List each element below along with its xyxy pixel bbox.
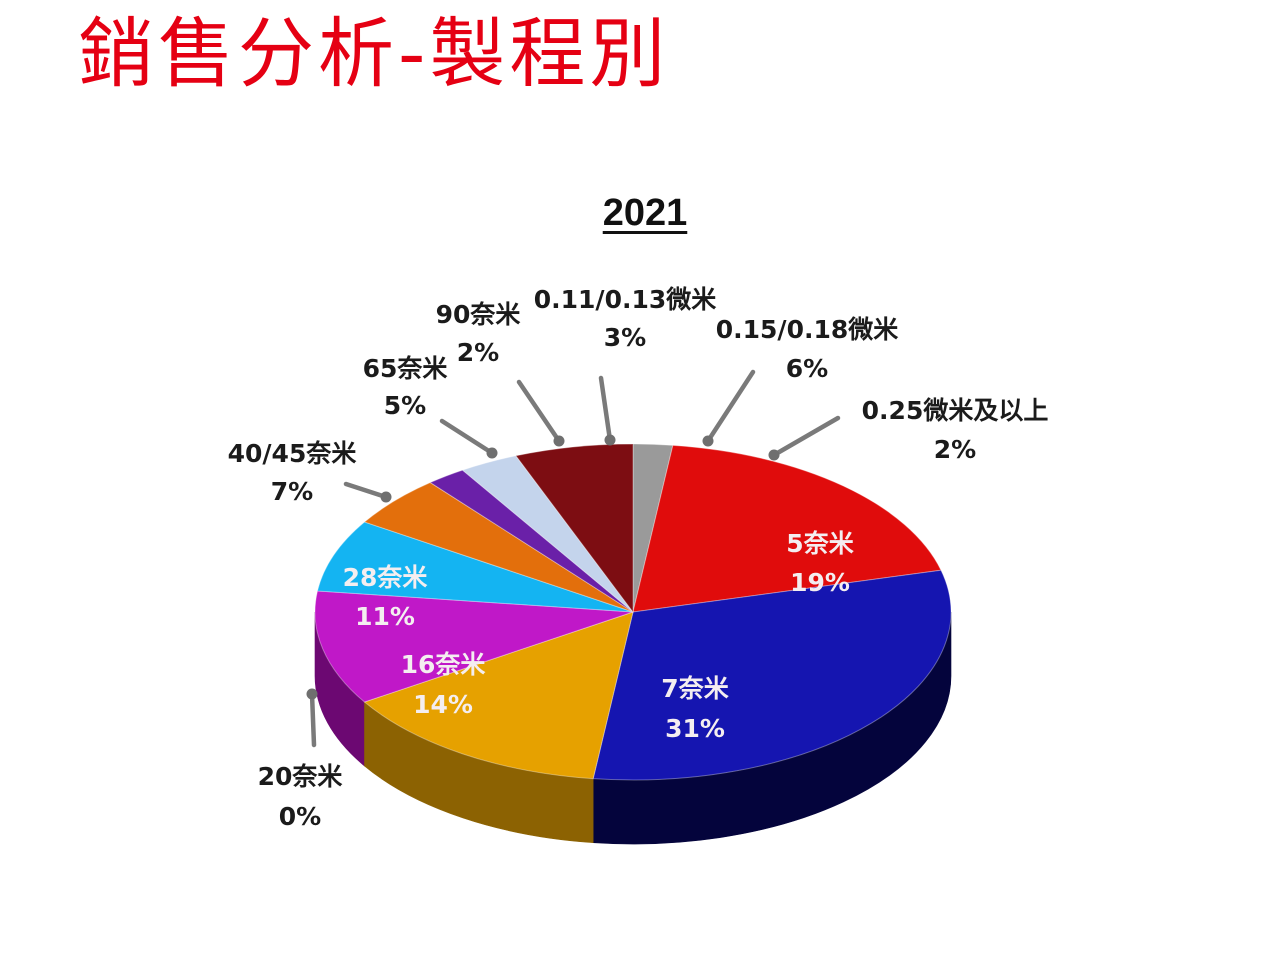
slice-label-16: 16奈米 bbox=[401, 650, 487, 679]
slice-value-28: 11% bbox=[355, 602, 415, 631]
leader-dot-20 bbox=[306, 688, 318, 700]
slice-label-0-11-0-13: 0.11/0.13微米 bbox=[534, 285, 717, 314]
pie-leaders bbox=[306, 369, 841, 748]
leader-line-0-11-0-13 bbox=[598, 375, 613, 443]
leader-dot-90 bbox=[553, 435, 565, 447]
slice-label-90: 90奈米 bbox=[436, 300, 522, 329]
leader-line-0-15-0-18 bbox=[705, 369, 756, 444]
pie-tops bbox=[314, 443, 952, 781]
page-title: 銷售分析-製程別 bbox=[78, 9, 670, 98]
slice-value-0-25: 2% bbox=[934, 435, 976, 464]
pie-slice-28 bbox=[314, 590, 634, 703]
leader-dot-0-25 bbox=[768, 449, 780, 461]
slice-label-5: 5奈米 bbox=[786, 529, 854, 558]
pie-labels: 0.25微米及以上 2% 5奈米 19% 7奈米 31% 16奈米 14% 20奈米 0% 28奈米… bbox=[228, 285, 1049, 831]
slice-value-0-11-0-13: 3% bbox=[604, 323, 646, 352]
slice-label-65: 65奈米 bbox=[363, 354, 449, 383]
slice-value-90: 2% bbox=[457, 338, 499, 367]
slice-label-7: 7奈米 bbox=[661, 674, 729, 703]
pie-slice-0-11-0-13 bbox=[461, 455, 634, 613]
slice-value-7: 31% bbox=[665, 714, 725, 743]
leader-line-0-25 bbox=[771, 415, 841, 458]
slice-label-0-25: 0.25微米及以上 bbox=[862, 396, 1049, 425]
slice-value-0-15-0-18: 6% bbox=[786, 354, 828, 383]
pie-slice-40-45 bbox=[316, 521, 634, 613]
slice-value-65: 5% bbox=[384, 391, 426, 420]
pie-slice-90 bbox=[429, 469, 634, 613]
slice-value-5: 19% bbox=[790, 568, 850, 597]
leader-dot-40-45 bbox=[380, 491, 392, 503]
slice-label-40-45: 40/45奈米 bbox=[228, 439, 358, 468]
pie-slice-0-15-0-18 bbox=[515, 443, 634, 614]
pie-slice-5 bbox=[632, 444, 942, 613]
chart-title: 2021 bbox=[602, 192, 688, 234]
slice-value-40-45: 7% bbox=[271, 477, 313, 506]
slice-value-20: 0% bbox=[279, 802, 321, 831]
slice-value-16: 14% bbox=[413, 690, 473, 719]
slice-label-0-15-0-18: 0.15/0.18微米 bbox=[716, 315, 899, 344]
pie-slice-65 bbox=[363, 481, 634, 613]
pie-slice-7 bbox=[592, 569, 952, 781]
leader-line-65 bbox=[439, 418, 495, 456]
slice-label-20: 20奈米 bbox=[258, 762, 344, 791]
leader-line-90 bbox=[516, 379, 562, 444]
leader-dot-65 bbox=[486, 447, 498, 459]
leader-dot-0-11-0-13 bbox=[604, 434, 616, 446]
slice-label-28: 28奈米 bbox=[343, 563, 429, 592]
leader-line-20 bbox=[309, 691, 317, 748]
leader-dot-0-15-0-18 bbox=[702, 435, 714, 447]
pie-slice-0-25 bbox=[632, 443, 674, 613]
leader-line-40-45 bbox=[343, 481, 389, 500]
pie-slice-16 bbox=[363, 611, 634, 780]
